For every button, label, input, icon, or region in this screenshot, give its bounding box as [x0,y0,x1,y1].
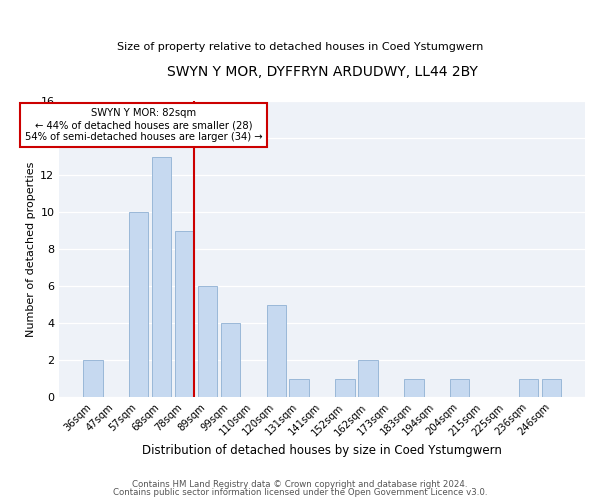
Text: Contains HM Land Registry data © Crown copyright and database right 2024.: Contains HM Land Registry data © Crown c… [132,480,468,489]
Bar [83,360,103,397]
Bar [266,304,286,397]
Text: SWYN Y MOR: 82sqm
← 44% of detached houses are smaller (28)
54% of semi-detached: SWYN Y MOR: 82sqm ← 44% of detached hous… [25,108,262,142]
Bar [518,378,538,397]
Bar [175,230,194,397]
Bar [404,378,424,397]
Bar [152,156,172,397]
Bar [221,323,240,397]
Bar [335,378,355,397]
X-axis label: Distribution of detached houses by size in Coed Ystumgwern: Distribution of detached houses by size … [142,444,502,458]
Bar [450,378,469,397]
Title: SWYN Y MOR, DYFFRYN ARDUDWY, LL44 2BY: SWYN Y MOR, DYFFRYN ARDUDWY, LL44 2BY [167,65,478,79]
Bar [198,286,217,397]
Bar [129,212,148,397]
Bar [289,378,309,397]
Bar [358,360,377,397]
Text: Contains public sector information licensed under the Open Government Licence v3: Contains public sector information licen… [113,488,487,497]
Text: Size of property relative to detached houses in Coed Ystumgwern: Size of property relative to detached ho… [117,42,483,52]
Bar [542,378,561,397]
Y-axis label: Number of detached properties: Number of detached properties [26,162,36,336]
